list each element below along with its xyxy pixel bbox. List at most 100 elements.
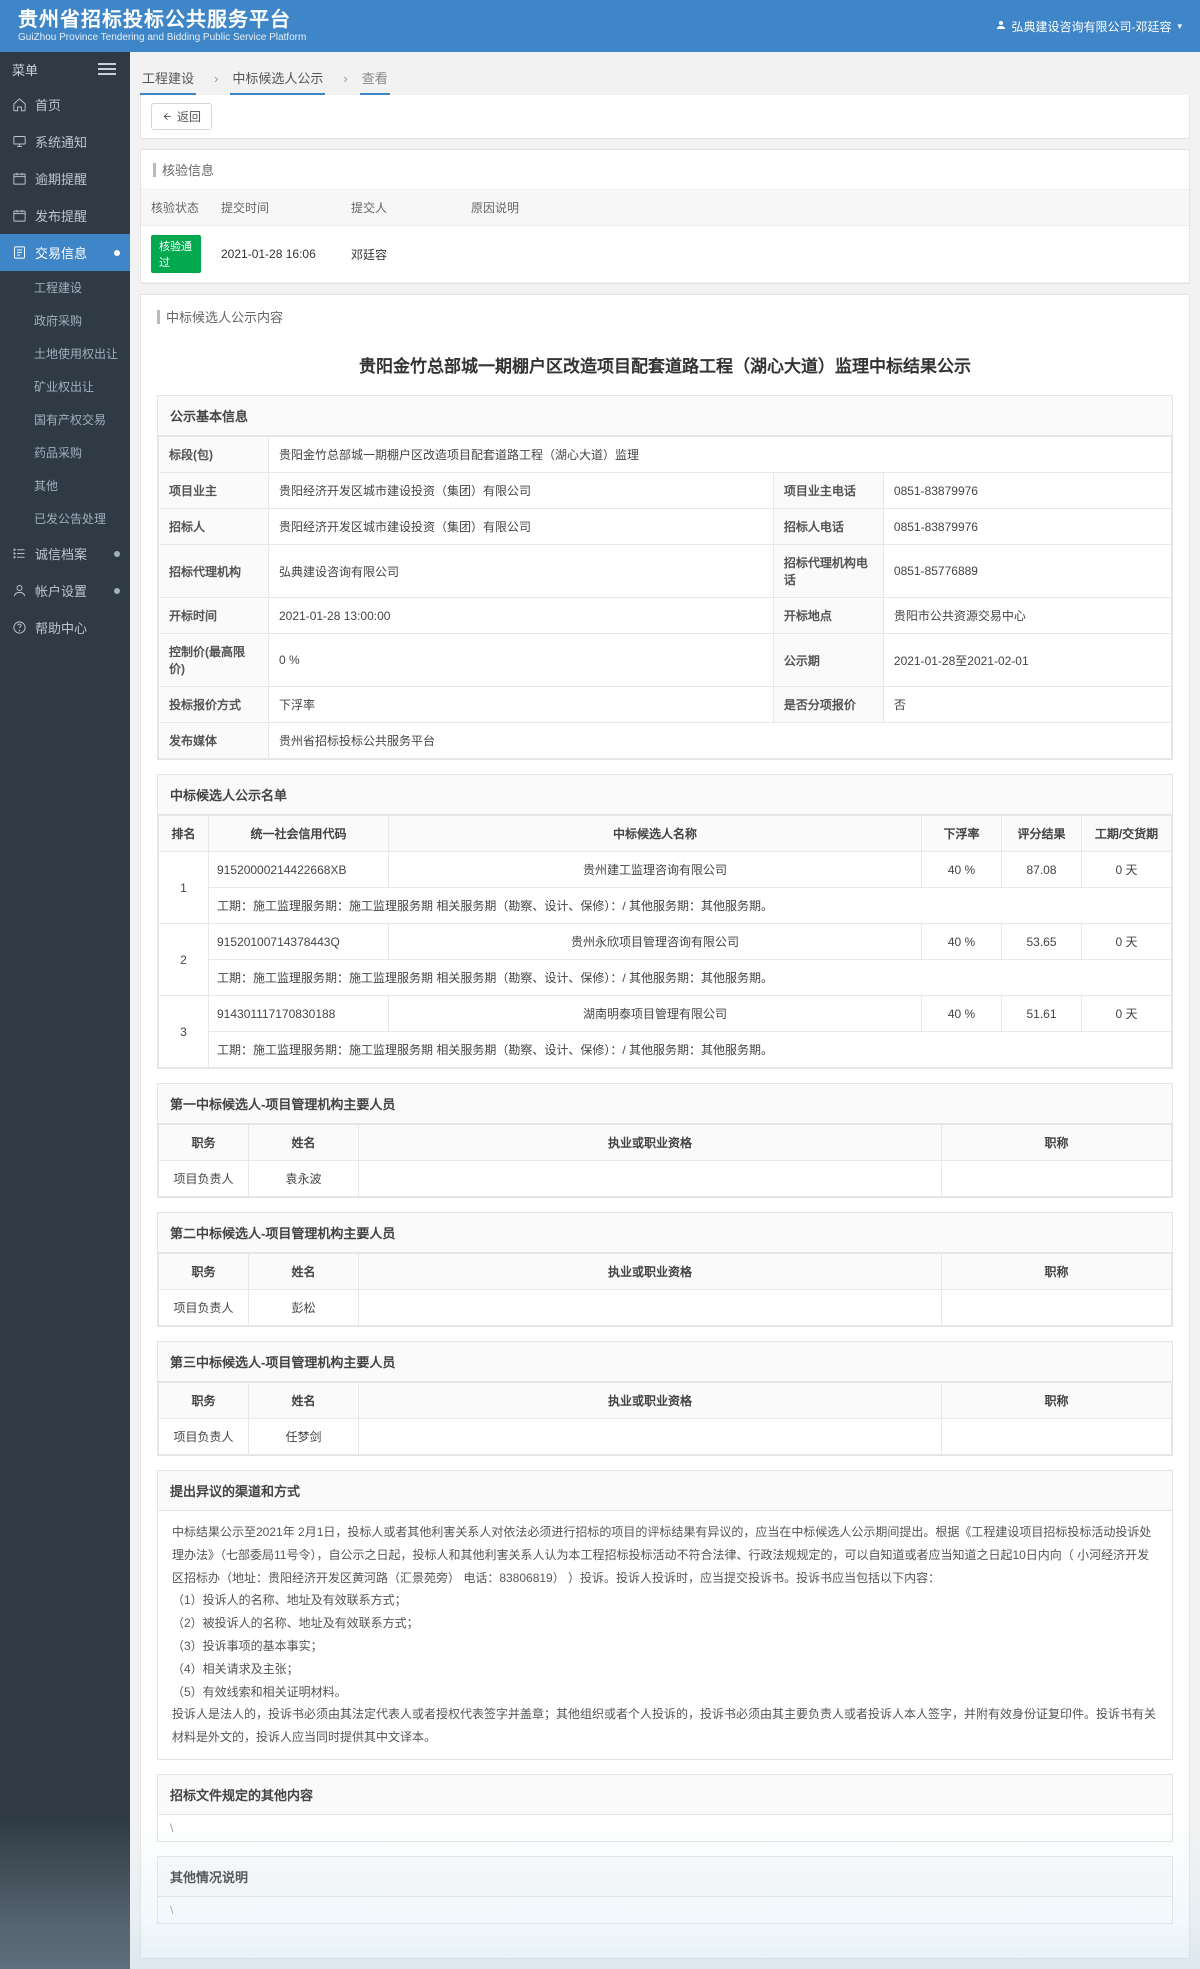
breadcrumb-b[interactable]: 中标候选人公示 [230,62,325,95]
kv-key: 招标代理机构电话 [773,545,883,598]
kv-value: 否 [883,687,1171,723]
sidebar-subitem[interactable]: 药品采购 [0,436,130,469]
sidebar-subitem[interactable]: 工程建设 [0,271,130,304]
kv-key: 项目业主电话 [773,473,883,509]
help-icon [12,620,27,635]
sidebar-item[interactable]: 发布提醒 [0,197,130,234]
person-post [942,1161,1172,1197]
person-duty: 项目负责人 [159,1290,249,1326]
person-post [942,1419,1172,1455]
personnel-table: 职务姓名执业或职业资格职称项目负责人任梦剑 [158,1382,1172,1455]
hamburger-icon[interactable] [98,60,116,78]
kv-key: 发布媒体 [159,723,269,759]
breadcrumb-c: 查看 [360,62,390,95]
personnel-block: 第二中标候选人-项目管理机构主要人员职务姓名执业或职业资格职称项目负责人彭松 [157,1212,1173,1327]
sidebar-subitem[interactable]: 政府采购 [0,304,130,337]
other1-block: 招标文件规定的其他内容 \ [157,1774,1173,1842]
person-qual [359,1161,942,1197]
basic-table: 标段(包)贵阳金竹总部城一期棚户区改造项目配套道路工程（湖心大道）监理项目业主贵… [158,436,1172,759]
sidebar-subitem[interactable]: 土地使用权出让 [0,337,130,370]
person-name: 任梦剑 [249,1419,359,1455]
other1-title: 招标文件规定的其他内容 [158,1775,1172,1815]
expand-dot-icon [114,250,120,256]
sidebar-item-label: 交易信息 [35,243,87,262]
verify-time: 2021-01-28 16:06 [211,238,341,270]
content-panel: 中标候选人公示内容 贵阳金竹总部城一期棚户区改造项目配套道路工程（湖心大道）监理… [140,294,1190,1959]
kv-value: 弘典建设咨询有限公司 [269,545,774,598]
back-icon [162,111,173,122]
kv-key: 项目业主 [159,473,269,509]
sidebar-subitem[interactable]: 已发公告处理 [0,502,130,535]
cand-note: 工期：施工监理服务期：施工监理服务期 相关服务期（勘察、设计、保修）：/ 其他服… [209,1032,1172,1068]
cand-rank: 3 [159,996,209,1068]
sidebar-item[interactable]: 逾期提醒 [0,160,130,197]
menu-header: 菜单 [0,52,130,86]
personnel-table: 职务姓名执业或职业资格职称项目负责人彭松 [158,1253,1172,1326]
cand-rate: 40 % [922,852,1002,888]
other2-block: 其他情况说明 \ [157,1856,1173,1924]
candidates-table: 排名统一社会信用代码中标候选人名称下浮率评分结果工期/交货期1915200002… [158,815,1172,1068]
list-icon [12,546,27,561]
cand-rank: 1 [159,852,209,924]
verify-reason [461,245,1189,263]
kv-key: 是否分项报价 [773,687,883,723]
kv-value: 0851-83879976 [883,509,1171,545]
person-duty: 项目负责人 [159,1161,249,1197]
sidebar-item-label: 系统通知 [35,132,87,151]
back-button[interactable]: 返回 [151,103,212,130]
breadcrumb-a[interactable]: 工程建设 [140,62,196,95]
sidebar-item[interactable]: 诚信档案 [0,535,130,572]
kv-key: 投标报价方式 [159,687,269,723]
objection-body: 中标结果公示至2021年 2月1日，投标人或者其他利害关系人对依法必须进行招标的… [158,1511,1172,1759]
kv-key: 招标代理机构 [159,545,269,598]
cand-code: 91520100714378443Q [209,924,389,960]
kv-key: 标段(包) [159,437,269,473]
objection-title: 提出异议的渠道和方式 [158,1471,1172,1511]
calendar-icon [12,208,27,223]
sidebar-item[interactable]: 帮助中心 [0,609,130,646]
calendar-icon [12,171,27,186]
breadcrumb-sep: › [214,71,218,86]
back-label: 返回 [177,108,201,125]
person-post [942,1290,1172,1326]
basic-info-block: 公示基本信息 标段(包)贵阳金竹总部城一期棚户区改造项目配套道路工程（湖心大道）… [157,395,1173,760]
objection-block: 提出异议的渠道和方式 中标结果公示至2021年 2月1日，投标人或者其他利害关系… [157,1470,1173,1760]
expand-dot-icon [114,551,120,557]
cand-score: 87.08 [1002,852,1082,888]
verify-title: 核验信息 [162,160,214,179]
user-label: 弘典建设咨询有限公司-邓廷容 [1011,18,1171,35]
sidebar-item[interactable]: 系统通知 [0,123,130,160]
kv-value: 贵州省招标投标公共服务平台 [269,723,1172,759]
monitor-icon [12,134,27,149]
cand-note: 工期：施工监理服务期：施工监理服务期 相关服务期（勘察、设计、保修）：/ 其他服… [209,960,1172,996]
other2-title: 其他情况说明 [158,1857,1172,1897]
sidebar-item-label: 发布提醒 [35,206,87,225]
page-title: 贵阳金竹总部城一期棚户区改造项目配套道路工程（湖心大道）监理中标结果公示 [157,330,1173,395]
sidebar-item-label: 首页 [35,95,61,114]
basic-title: 公示基本信息 [158,396,1172,436]
cand-rate: 40 % [922,924,1002,960]
kv-key: 开标时间 [159,598,269,634]
cand-code: 91520000214422668XB [209,852,389,888]
brand-title-cn: 贵州省招标投标公共服务平台 [18,9,306,32]
person-name: 彭松 [249,1290,359,1326]
kv-value: 2021-01-28 13:00:00 [269,598,774,634]
verify-person: 邓廷容 [341,237,461,272]
sidebar-subitem[interactable]: 其他 [0,469,130,502]
user-icon [995,19,1007,34]
person-duty: 项目负责人 [159,1419,249,1455]
sidebar: 菜单 首页系统通知逾期提醒发布提醒交易信息工程建设政府采购土地使用权出让矿业权出… [0,52,130,1969]
kv-key: 招标人电话 [773,509,883,545]
cand-duration: 0 天 [1082,924,1172,960]
breadcrumb-bar: 工程建设 › 中标候选人公示 › 查看 [130,52,1200,95]
sidebar-item[interactable]: 帐户设置 [0,572,130,609]
candidates-block: 中标候选人公示名单 排名统一社会信用代码中标候选人名称下浮率评分结果工期/交货期… [157,774,1173,1069]
top-header: 贵州省招标投标公共服务平台 GuiZhou Province Tendering… [0,0,1200,52]
sidebar-item[interactable]: 首页 [0,86,130,123]
sidebar-subitem[interactable]: 国有产权交易 [0,403,130,436]
sidebar-item[interactable]: 交易信息 [0,234,130,271]
kv-value: 下浮率 [269,687,774,723]
sidebar-subitem[interactable]: 矿业权出让 [0,370,130,403]
user-menu[interactable]: 弘典建设咨询有限公司-邓廷容 ▾ [995,18,1182,35]
verify-h-time: 提交时间 [211,190,341,225]
